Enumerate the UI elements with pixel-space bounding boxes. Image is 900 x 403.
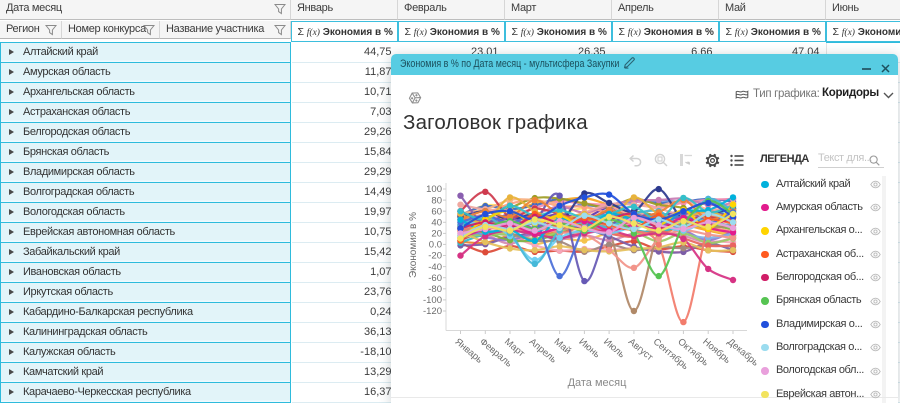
svg-text:-60: -60 <box>428 273 442 284</box>
svg-text:Декабрь: Декабрь <box>725 336 760 368</box>
svg-text:-40: -40 <box>428 262 442 273</box>
svg-text:80: 80 <box>431 195 442 206</box>
svg-text:-100: -100 <box>423 295 442 306</box>
svg-text:Август: Август <box>626 336 655 363</box>
svg-text:-120: -120 <box>423 306 442 317</box>
svg-text:Июнь: Июнь <box>576 336 602 360</box>
svg-text:40: 40 <box>431 218 442 229</box>
svg-text:100: 100 <box>426 184 442 195</box>
svg-text:20: 20 <box>431 229 442 240</box>
svg-text:Дата месяц: Дата месяц <box>568 377 628 389</box>
svg-text:0.0: 0.0 <box>429 240 442 251</box>
svg-text:Экономия в %: Экономия в % <box>408 212 419 278</box>
svg-text:Июль: Июль <box>601 336 627 360</box>
svg-text:60: 60 <box>431 206 442 217</box>
svg-text:-20: -20 <box>428 251 442 262</box>
svg-text:-80: -80 <box>428 284 442 295</box>
